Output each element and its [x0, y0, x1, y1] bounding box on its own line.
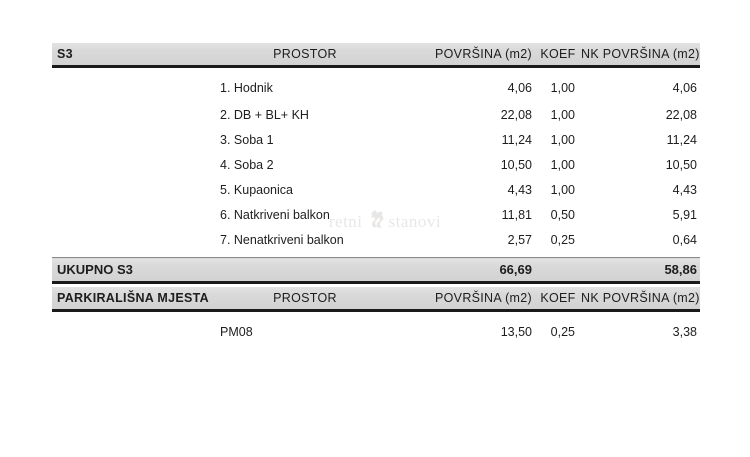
room-povrsina: 4,43: [507, 182, 532, 197]
room-name: DB + BL+ KH: [233, 107, 309, 122]
room-index: 7.: [220, 232, 234, 247]
room-povrsina: 11,81: [501, 207, 532, 222]
room-koef: 0,50: [550, 207, 575, 222]
room-nk-povrsina: 5,91: [672, 207, 697, 222]
room-nk-povrsina: 11,24: [666, 132, 697, 147]
parking-header-povrsina: POVRŠINA (m2): [390, 287, 535, 312]
total-povrsina: 66,69: [390, 257, 535, 284]
table-row: 4. Soba 2 10,50 1,00 10,50: [52, 152, 700, 177]
room-koef: 1,00: [550, 182, 575, 197]
header-nk-povrsina: NK POVRŠINA (m2): [581, 43, 700, 68]
room-nk-povrsina: 4,43: [672, 182, 697, 197]
parking-header-koef: KOEF: [535, 287, 581, 312]
room-nk-povrsina: 22,08: [665, 107, 697, 122]
room-koef: 0,25: [550, 232, 575, 247]
room-index-name: 5. Kupaonica: [220, 177, 390, 202]
room-index: 6.: [220, 207, 234, 222]
room-nk-povrsina: 0,64: [672, 232, 697, 247]
room-povrsina: 2,57: [507, 232, 532, 247]
area-schedule-sheet: S3 PROSTOR POVRŠINA (m2) KOEF NK POVRŠIN…: [52, 43, 700, 346]
table-row: 7. Nenatkriveni balkon 2,57 0,25 0,64: [52, 227, 700, 258]
room-index-name: 6. Natkriveni balkon: [220, 202, 390, 227]
room-index: 1.: [220, 81, 234, 95]
table-row: 1. Hodnik 4,06 1,00 4,06: [52, 67, 700, 103]
parking-koef: 0,25: [550, 325, 575, 339]
room-index: 2.: [220, 107, 234, 122]
room-name: Soba 2: [233, 157, 274, 172]
table-row: 5. Kupaonica 4,43 1,00 4,43: [52, 177, 700, 202]
total-koef: [535, 257, 581, 284]
room-index-name: 7. Nenatkriveni balkon: [220, 227, 390, 258]
table-row: 6. Natkriveni balkon 11,81 0,50 5,91: [52, 202, 700, 227]
room-index: 3.: [220, 132, 234, 147]
room-nk-povrsina: 10,50: [665, 157, 697, 172]
table-row: 3. Soba 1 11,24 1,00 11,24: [52, 127, 700, 152]
parking-space-name: PM08: [220, 325, 253, 339]
parking-header-prostor: PROSTOR: [220, 287, 390, 312]
parking-nk-povrsina: 3,38: [672, 325, 697, 339]
room-nk-povrsina: 4,06: [672, 81, 697, 95]
room-name: Nenatkriveni balkon: [233, 232, 344, 247]
room-index: 5.: [220, 182, 234, 197]
header-koef: KOEF: [535, 43, 581, 68]
room-name: Hodnik: [233, 81, 273, 95]
parking-povrsina: 13,50: [500, 325, 532, 339]
room-index: 4.: [220, 157, 234, 172]
room-index-name: 2. DB + BL+ KH: [220, 102, 390, 127]
room-name: Kupaonica: [233, 182, 293, 197]
room-index-name: 3. Soba 1: [220, 127, 390, 152]
header-prostor: PROSTOR: [220, 43, 390, 68]
room-index-name: 4. Soba 2: [220, 152, 390, 177]
table-row: PM08 13,50 0,25 3,38: [52, 311, 700, 347]
unit-area-table: S3 PROSTOR POVRŠINA (m2) KOEF NK POVRŠIN…: [52, 43, 700, 284]
room-index-name: 1. Hodnik: [220, 67, 390, 103]
room-name: Soba 1: [233, 132, 274, 147]
parking-table-header-row: PARKIRALIŠNA MJESTA PROSTOR POVRŠINA (m2…: [52, 287, 700, 312]
room-name: Natkriveni balkon: [233, 207, 330, 222]
unit-table-header-row: S3 PROSTOR POVRŠINA (m2) KOEF NK POVRŠIN…: [52, 43, 700, 68]
room-povrsina: 4,06: [507, 81, 532, 95]
header-povrsina: POVRŠINA (m2): [390, 43, 535, 68]
parking-header-nk-povrsina: NK POVRŠINA (m2): [581, 287, 700, 312]
room-koef: 1,00: [550, 132, 575, 147]
room-koef: 1,00: [550, 157, 575, 172]
parking-section-label: PARKIRALIŠNA MJESTA: [52, 287, 220, 312]
room-povrsina: 22,08: [500, 107, 532, 122]
parking-area-table: PARKIRALIŠNA MJESTA PROSTOR POVRŠINA (m2…: [52, 287, 700, 346]
total-label: UKUPNO S3: [52, 257, 390, 284]
unit-label-cell: S3: [52, 43, 220, 68]
room-koef: 1,00: [550, 81, 575, 95]
room-koef: 1,00: [550, 107, 575, 122]
total-nk-povrsina: 58,86: [581, 257, 700, 284]
room-povrsina: 11,24: [501, 132, 532, 147]
unit-total-row: UKUPNO S3 66,69 58,86: [52, 257, 700, 284]
room-povrsina: 10,50: [500, 157, 532, 172]
table-row: 2. DB + BL+ KH 22,08 1,00 22,08: [52, 102, 700, 127]
